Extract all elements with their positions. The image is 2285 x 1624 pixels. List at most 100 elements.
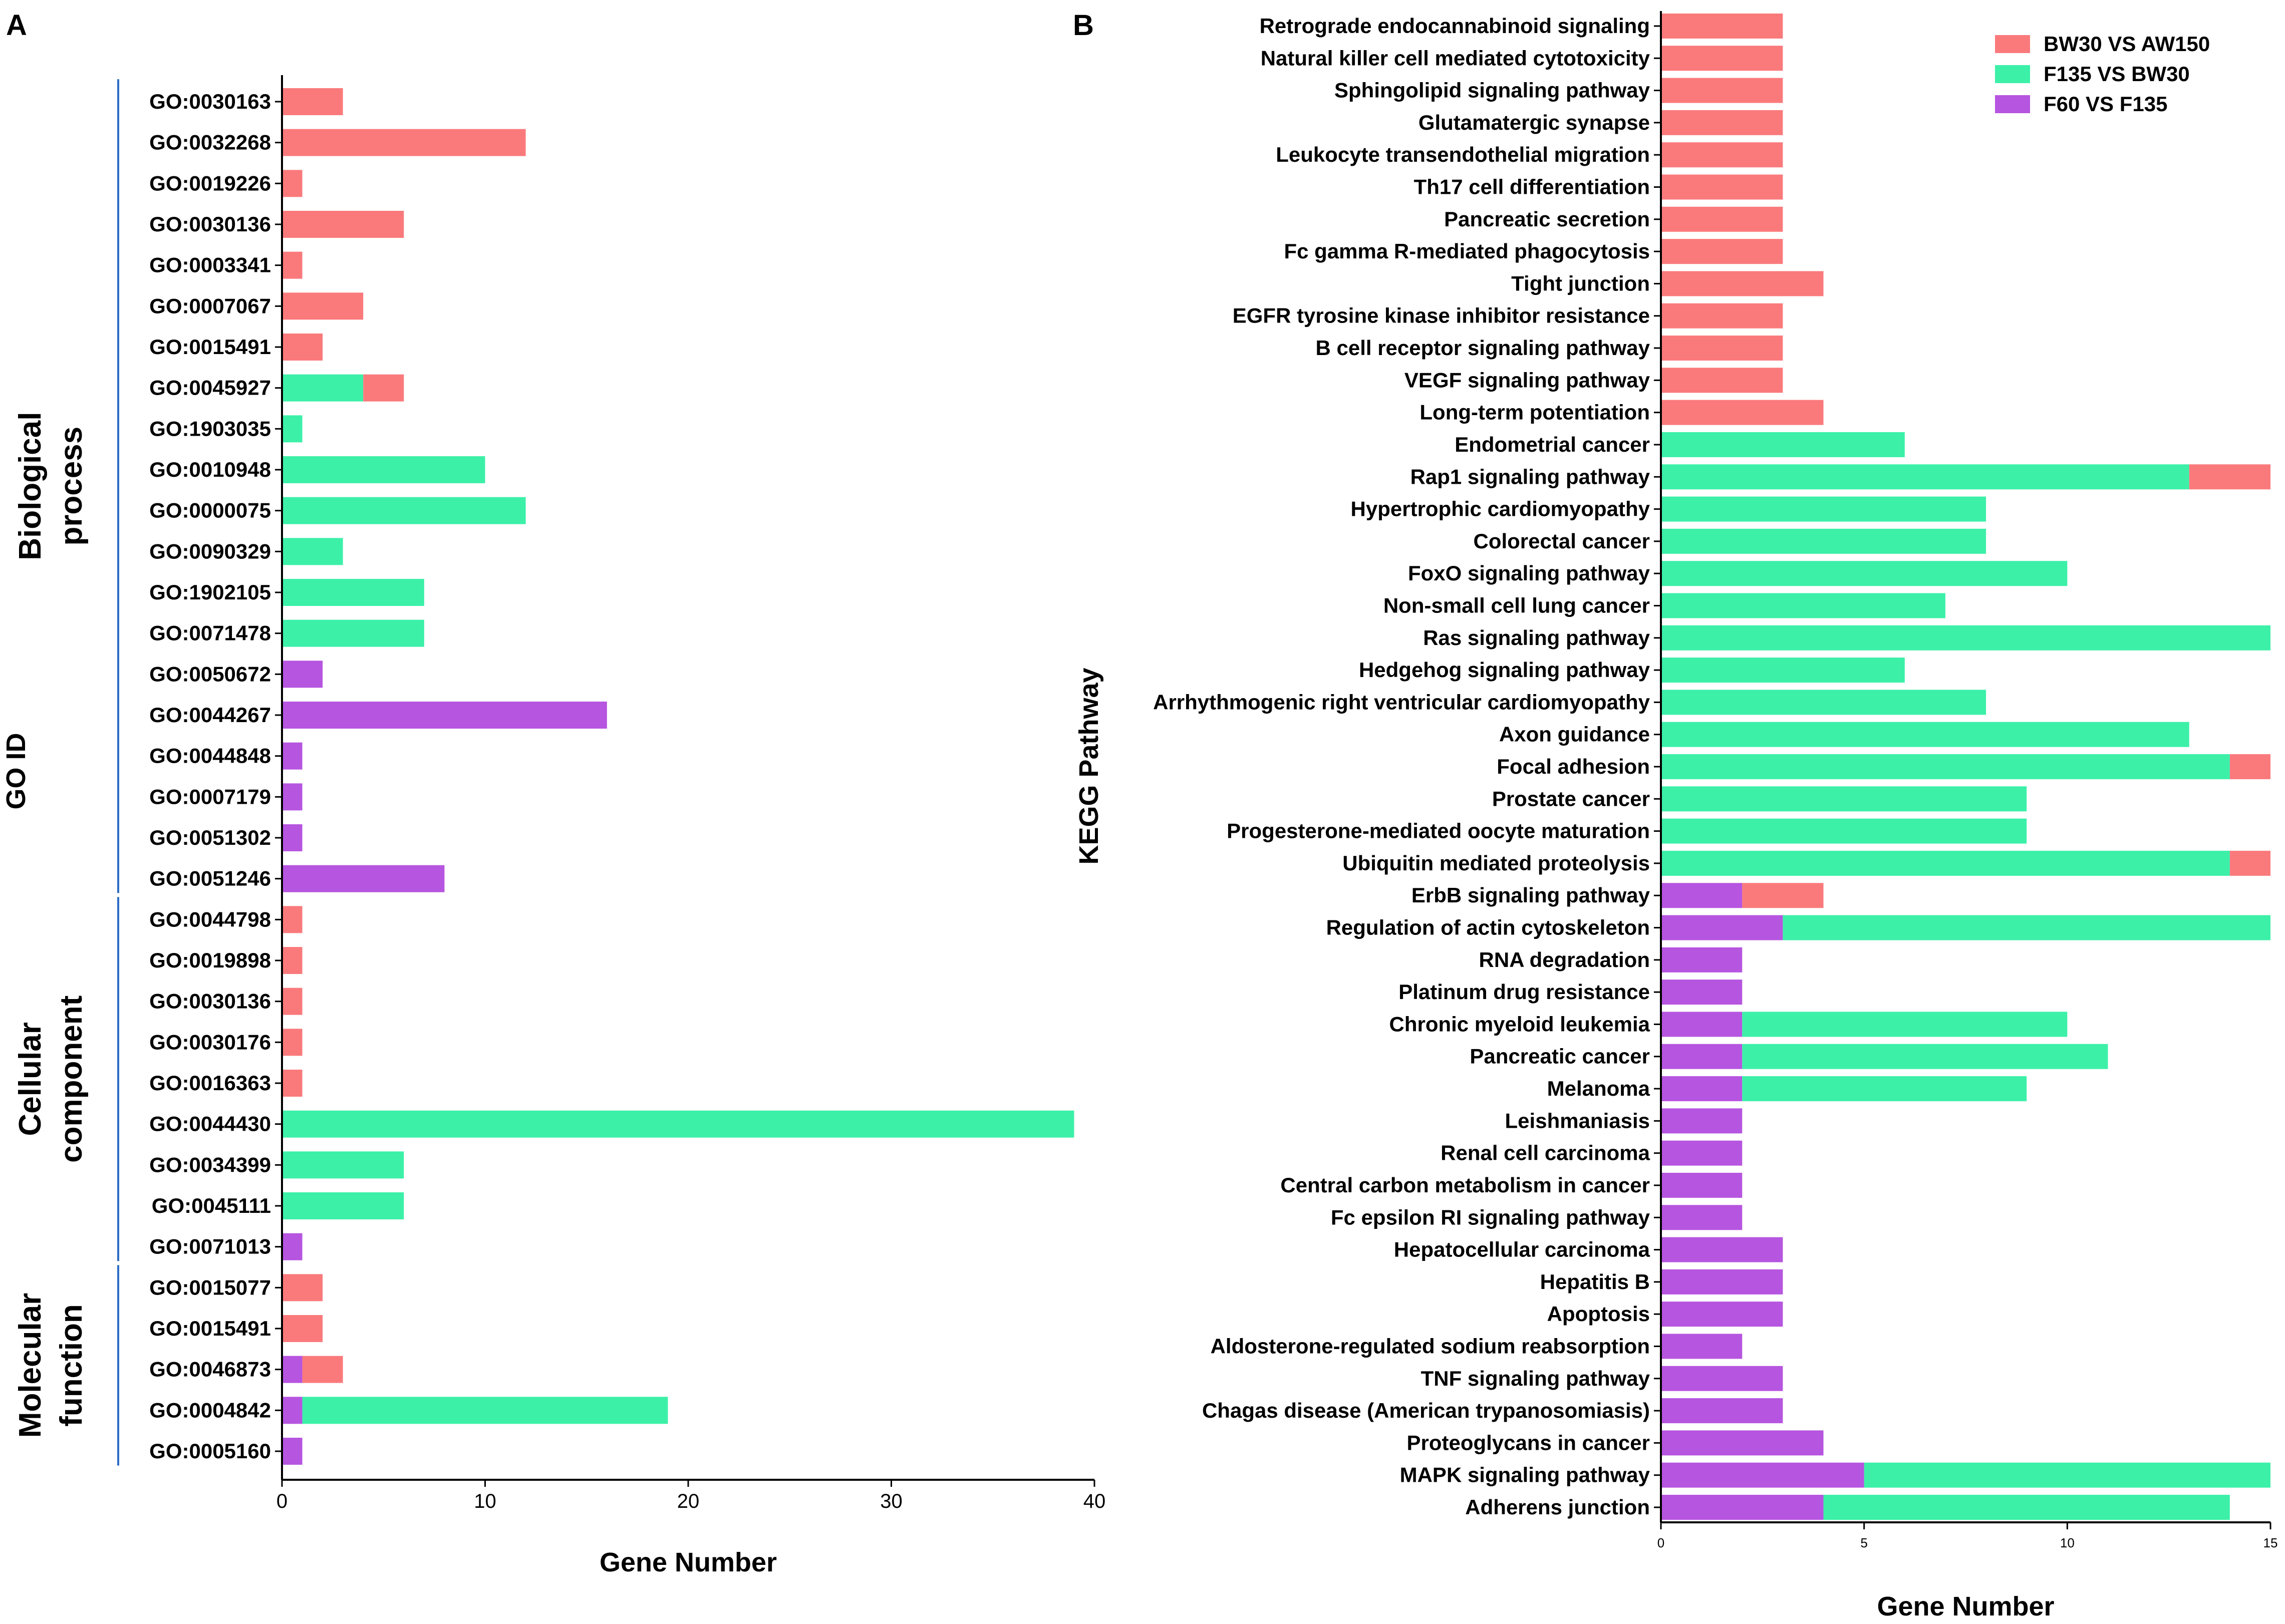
bar-b-19-s1 [1661,625,2270,651]
bar-b-22-s1 [1661,722,2189,747]
legend-swatch-0 [1995,35,2030,53]
bar-a-13-s1 [282,619,424,647]
y-tick-label: ErbB signaling pathway [1411,883,1650,907]
y-tick-label: Axon guidance [1499,723,1650,746]
x-tick-label: 30 [880,1490,903,1512]
y-tick-label: Long-term potentiation [1419,401,1650,424]
bar-a-21-s2 [282,947,303,974]
bar-a-18-s0 [282,824,303,851]
y-tick-label: Endometrial cancer [1455,433,1650,456]
y-tick-label: GO:0044430 [149,1112,271,1136]
y-tick-label: VEGF signaling pathway [1404,368,1650,392]
y-tick-label: Colorectal cancer [1474,529,1650,553]
x-axis-label: Gene Number [1877,1591,2054,1621]
y-tick-label: Ubiquitin mediated proteolysis [1342,851,1650,875]
bar-b-43-s0 [1661,1398,1783,1424]
group-label-2: Molecular [13,1293,48,1438]
bar-a-14-s0 [282,661,323,688]
legend-label-1: F135 VS BW30 [2044,62,2190,86]
y-tick-label: Chagas disease (American trypanosomiasis… [1202,1399,1650,1422]
y-tick-label: GO:0071013 [149,1235,271,1258]
x-tick-label: 10 [2060,1535,2075,1550]
y-tick-label: TNF signaling pathway [1421,1367,1650,1390]
y-tick-label: Apoptosis [1547,1302,1650,1326]
bar-a-2-s2 [282,170,303,197]
legend-swatch-1 [1995,65,2030,83]
x-tick-label: 0 [1657,1535,1664,1550]
group-label-0: process [54,427,89,546]
y-tick-label: GO:0015491 [149,335,271,359]
y-tick-label: GO:1902105 [149,580,271,604]
bar-b-46-s1 [1823,1495,2230,1520]
legend-label-2: F60 VS F135 [2044,92,2167,116]
y-tick-label: GO:0007179 [149,785,271,808]
bar-a-23-s2 [282,1029,303,1056]
bar-b-5-s2 [1661,174,1783,200]
bar-b-26-s1 [1661,850,2230,876]
bar-a-25-s1 [282,1110,1074,1138]
y-tick-label: GO:0034399 [149,1153,271,1176]
bar-b-7-s2 [1661,239,1783,264]
bar-b-13-s1 [1661,432,1905,457]
bar-b-17-s1 [1661,561,2068,586]
bar-b-14-s2 [2189,464,2270,490]
y-tick-label: Renal cell carcinoma [1441,1141,1650,1165]
y-tick-label: GO:0019226 [149,171,271,195]
y-tick-label: GO:0000075 [149,499,271,522]
y-tick-label: GO:0030136 [149,212,271,236]
y-tick-label: GO:0005160 [149,1439,271,1463]
bar-a-32-s0 [282,1397,303,1424]
legend-label-0: BW30 VS AW150 [2044,32,2210,56]
bar-b-25-s1 [1661,818,2027,844]
y-tick-label: Regulation of actin cytoskeleton [1326,916,1650,939]
y-tick-label: GO:0030163 [149,90,271,113]
bar-b-16-s1 [1661,528,1986,554]
bar-a-1-s2 [282,129,526,156]
bar-a-12-s1 [282,579,424,606]
bar-a-30-s2 [282,1315,323,1342]
bar-a-15-s0 [282,702,607,729]
bar-a-33-s0 [282,1438,303,1465]
bar-a-6-s2 [282,334,323,361]
y-tick-label: Leishmaniasis [1505,1109,1650,1132]
y-tick-label: B cell receptor signaling pathway [1315,336,1650,360]
bar-b-27-s0 [1661,883,1743,908]
y-tick-label: Hedgehog signaling pathway [1359,658,1650,682]
y-tick-label: Chronic myeloid leukemia [1389,1012,1650,1036]
x-axis-label: Gene Number [600,1547,777,1577]
bar-b-26-s2 [2229,850,2270,876]
y-tick-label: Retrograde endocannabinoid signaling [1260,14,1650,38]
bar-a-22-s2 [282,988,303,1015]
y-tick-label: Melanoma [1547,1077,1650,1100]
bar-a-7-s1 [282,374,364,402]
bar-a-28-s0 [282,1233,303,1260]
x-tick-label: 10 [474,1490,496,1512]
y-tick-label: Ras signaling pathway [1423,626,1650,649]
bar-a-26-s1 [282,1151,404,1179]
y-tick-label: GO:0015491 [149,1317,271,1340]
bar-b-20-s1 [1661,658,1905,683]
panel-b-letter: B [1073,9,1094,42]
bar-a-8-s1 [282,415,303,443]
bar-b-45-s0 [1661,1462,1864,1488]
bar-a-27-s1 [282,1192,404,1219]
bar-a-19-s0 [282,865,445,892]
y-tick-label: MAPK signaling pathway [1400,1463,1650,1487]
bar-b-4-s2 [1661,142,1783,168]
bar-b-15-s1 [1661,496,1986,522]
bar-b-42-s0 [1661,1366,1783,1391]
bar-b-35-s0 [1661,1140,1743,1166]
bar-a-32-s1 [302,1397,668,1424]
y-tick-label: Prostate cancer [1492,787,1650,810]
bar-b-24-s1 [1661,786,2027,812]
y-tick-label: GO:0030176 [149,1030,271,1054]
bar-b-46-s0 [1661,1495,1824,1520]
bar-b-8-s2 [1661,271,1824,296]
x-tick-label: 5 [1860,1535,1867,1550]
bar-b-41-s0 [1661,1334,1743,1359]
bar-b-31-s1 [1742,1012,2068,1037]
y-tick-label: GO:1903035 [149,417,271,440]
y-tick-label: EGFR tyrosine kinase inhibitor resistanc… [1233,304,1650,328]
bar-b-18-s1 [1661,593,1945,618]
y-axis-label: KEGG Pathway [1074,668,1104,864]
